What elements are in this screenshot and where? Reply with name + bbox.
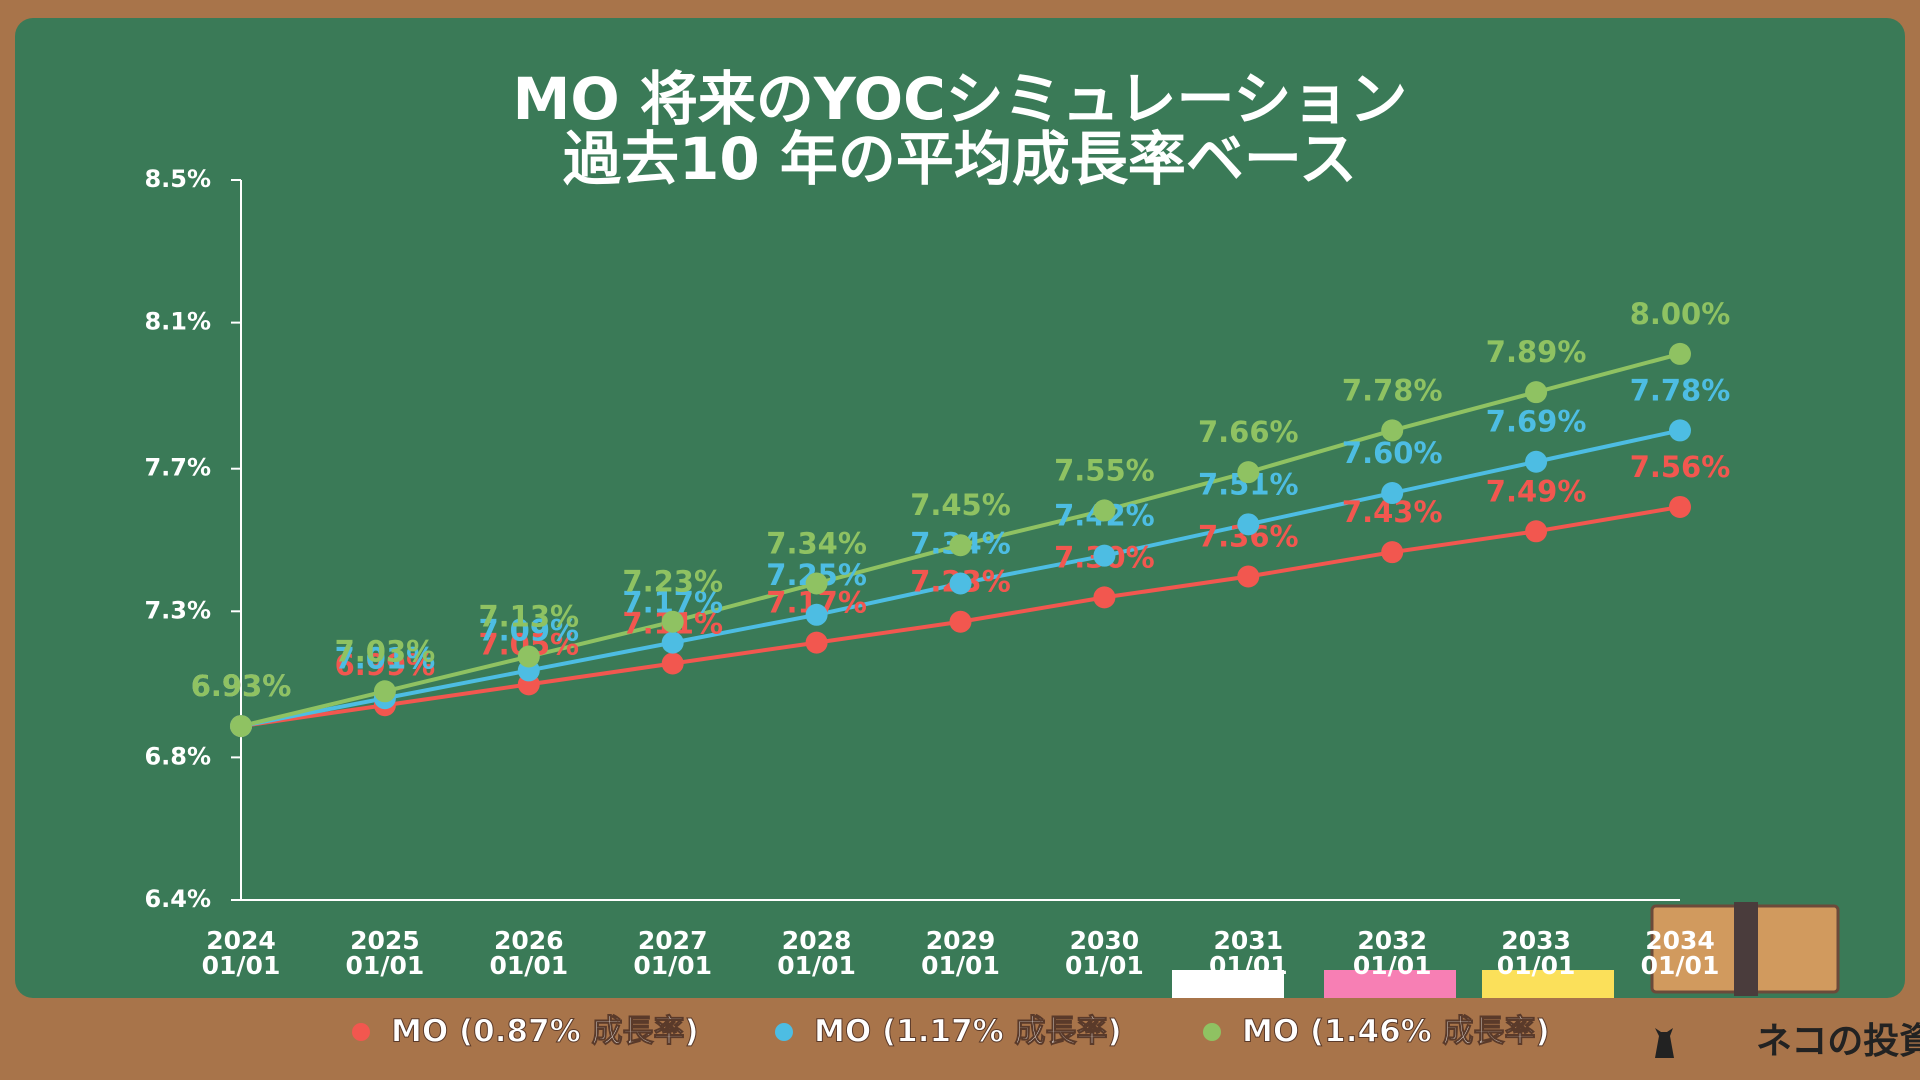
data-point <box>1237 513 1260 536</box>
data-point <box>1669 419 1691 442</box>
value-label: 6.93% <box>191 669 292 703</box>
data-point <box>1381 541 1404 564</box>
data-point <box>1093 586 1116 609</box>
x-tick-label: 2027 01/01 <box>633 926 713 980</box>
chalk-pink <box>1324 970 1456 998</box>
data-point <box>1237 461 1260 484</box>
data-point <box>1669 342 1691 365</box>
y-tick-label: 7.3% <box>144 596 211 624</box>
y-tick-label: 8.1% <box>144 308 211 336</box>
value-label: 7.01% <box>335 641 436 675</box>
legend-marker <box>1203 1023 1221 1041</box>
x-tick-label: 2031 01/01 <box>1208 926 1288 980</box>
value-label: 7.78% <box>1630 373 1731 407</box>
data-point <box>373 680 396 703</box>
value-label: 6.93% <box>191 669 292 703</box>
cat-icon <box>1655 1028 1674 1058</box>
value-label: 7.45% <box>910 488 1011 522</box>
data-point <box>1381 419 1404 442</box>
x-tick-label: 2025 01/01 <box>345 926 425 980</box>
value-label: 7.78% <box>1342 373 1443 407</box>
data-point <box>1525 381 1548 404</box>
data-point <box>517 645 540 668</box>
y-tick-label: 6.8% <box>144 742 211 770</box>
data-point <box>949 534 972 557</box>
data-point <box>1669 495 1691 518</box>
value-label: 7.60% <box>1342 436 1443 470</box>
data-point <box>661 610 684 633</box>
value-label: 7.69% <box>1486 405 1587 439</box>
x-tick-label: 2033 01/01 <box>1496 926 1576 980</box>
legend-label: MO (0.87% 成長率) <box>391 1014 699 1050</box>
value-label: 7.66% <box>1198 415 1299 449</box>
value-label: 7.34% <box>766 526 867 560</box>
chalk-white <box>1172 970 1284 998</box>
y-tick-label: 7.7% <box>144 454 211 482</box>
board <box>15 18 1905 998</box>
value-label: 8.00% <box>1630 297 1731 331</box>
x-tick-label: 2032 01/01 <box>1352 926 1432 980</box>
data-point <box>1093 544 1116 567</box>
value-label: 7.49% <box>1486 474 1587 508</box>
data-point <box>949 610 972 633</box>
chart-subtitle: 過去10 年の平均成長率ベース <box>562 125 1357 193</box>
logo: ネコの投資 <box>1756 1021 1920 1062</box>
data-point <box>661 631 684 654</box>
data-point <box>949 572 972 595</box>
legend-marker <box>352 1023 370 1041</box>
book-strap <box>1734 902 1758 996</box>
value-label: 6.99% <box>335 648 436 682</box>
x-tick-label: 2024 01/01 <box>201 926 281 980</box>
x-tick-label: 2028 01/01 <box>777 926 856 980</box>
value-label: 6.93% <box>191 669 292 703</box>
value-label: 7.56% <box>1630 450 1731 484</box>
x-tick-label: 2030 01/01 <box>1065 926 1144 980</box>
data-point <box>661 652 684 675</box>
y-tick-label: 6.4% <box>144 885 211 913</box>
data-point <box>805 603 828 626</box>
value-label: 7.23% <box>622 565 723 599</box>
data-point <box>805 572 828 595</box>
x-tick-label: 2034 01/01 <box>1640 926 1720 980</box>
legend-marker <box>775 1023 793 1041</box>
data-point <box>1237 565 1260 588</box>
value-label: 7.55% <box>1054 453 1155 487</box>
value-label: 7.89% <box>1486 335 1587 369</box>
data-point <box>1093 499 1116 522</box>
value-label: 7.09% <box>478 613 579 647</box>
value-label: 7.13% <box>478 600 579 634</box>
legend-label: MO (1.17% 成長率) <box>814 1014 1122 1050</box>
data-point <box>1525 450 1548 473</box>
chart-title: MO 将来のYOCシミュレーション <box>512 65 1408 133</box>
legend-label: MO (1.46% 成長率) <box>1242 1014 1550 1050</box>
y-tick-label: 8.5% <box>144 165 211 193</box>
data-point <box>805 631 828 654</box>
x-tick-label: 2026 01/01 <box>489 926 569 980</box>
data-point <box>1525 520 1548 543</box>
data-point <box>1381 482 1404 505</box>
value-label: 7.03% <box>335 634 436 668</box>
x-tick-label: 2029 01/01 <box>921 926 1000 980</box>
data-point <box>230 715 252 738</box>
chalk-yellow <box>1482 970 1614 998</box>
